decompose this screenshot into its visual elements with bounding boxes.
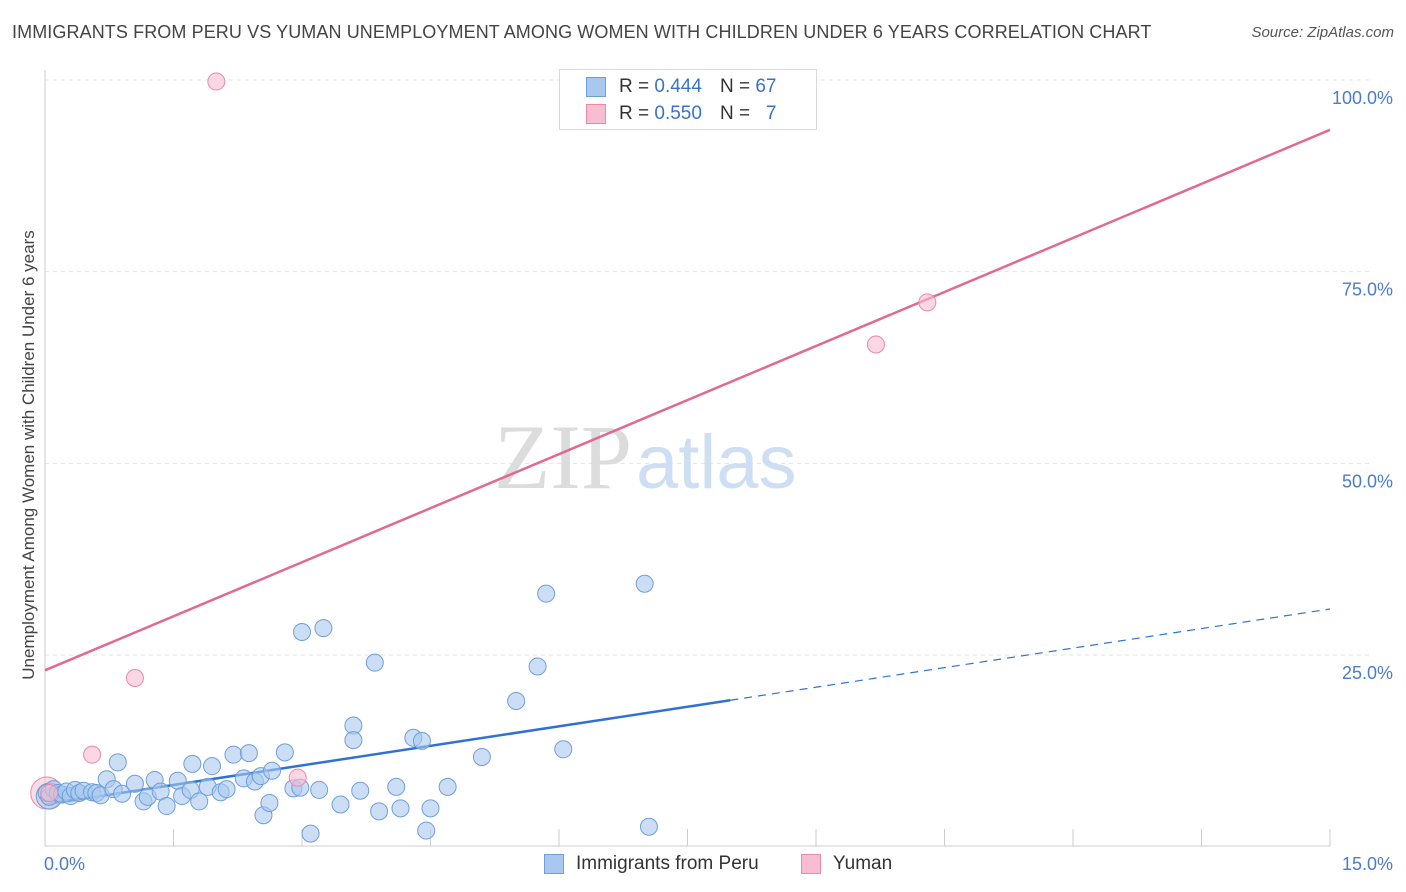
data-point-peru [275,743,294,762]
bottom-legend-peru: Immigrants from Peru [544,852,759,876]
data-point-peru [387,777,406,796]
bottom-legend-label: Yuman [833,853,893,874]
data-point-peru [331,795,350,814]
data-point-yuman [288,768,307,787]
data-point-peru [293,623,311,641]
data-point-peru [125,774,144,793]
y-tick-label: 75.0% [1342,280,1393,300]
data-point-peru [639,817,658,836]
legend-n-label: N = [719,103,751,124]
legend-r-value: 0.444 [654,76,702,97]
y-tick-label: 25.0% [1342,663,1393,683]
data-point-peru [537,584,556,603]
legend-swatch-blue [586,77,606,97]
bottom-legend-yuman: Yuman [801,852,892,876]
axes [44,70,1331,847]
data-point-peru [217,780,236,799]
legend-n-value: 67 [755,76,777,97]
data-point-peru [507,692,526,710]
data-point-peru [370,802,389,821]
data-point-peru [108,753,127,772]
x-tick-label: 15.0% [1342,854,1393,874]
bottom-legend-swatch-pink [801,854,821,874]
data-point-peru [224,745,243,764]
data-point-peru [528,657,547,676]
legend-r-label: R = [619,103,650,124]
data-point-yuman [207,72,226,91]
correlation-legend: R = 0.444 N = 67 R = 0.550 N = 7 [559,69,817,130]
legend-n-label: N = [719,76,751,97]
data-point-peru [113,784,132,803]
data-point-peru [310,780,329,799]
watermark-atlas: atlas [636,420,797,505]
legend-n-value: 7 [765,103,777,124]
data-point-peru [263,761,282,780]
data-point-peru [344,731,363,750]
legend-row-yuman: R = 0.550 N = 7 [586,103,776,125]
legend-row-peru: R = 0.444 N = 67 [586,76,776,98]
data-point-yuman [83,745,102,764]
data-point-peru [417,821,436,840]
data-point-peru [438,777,457,796]
y-tick-label: 50.0% [1342,471,1393,491]
data-point-peru [183,754,202,773]
data-point-peru [554,740,573,759]
trend-line-yuman [44,128,1331,672]
data-point-yuman [125,669,144,687]
data-point-peru [157,797,176,816]
legend-r-value: 0.550 [654,103,702,124]
data-point-peru [239,744,258,763]
data-point-peru [351,781,370,800]
bottom-legend-swatch-blue [544,854,564,874]
data-point-peru [635,574,654,593]
watermark: ZIP atlas [494,406,797,508]
y-tick-label: 100.0% [1332,88,1393,108]
data-point-peru [190,792,209,811]
data-point-peru [412,731,431,750]
data-point-peru [421,799,440,818]
data-point-peru [472,747,491,766]
bottom-legend-label: Immigrants from Peru [576,853,759,874]
legend-swatch-pink [586,104,606,124]
data-point-yuman [918,293,937,312]
watermark-zip: ZIP [494,406,632,508]
data-point-yuman [866,335,885,354]
data-point-peru [365,653,384,672]
trend-line-peru-extrapolated [730,608,1331,701]
data-point-peru [260,793,279,812]
source-credit: Source: ZipAtlas.com [1251,24,1394,41]
tick-labels: 25.0% 50.0% 75.0% 100.0% 0.0% 15.0% [44,88,1393,874]
data-point-peru [203,757,222,776]
data-point-peru [314,619,333,638]
data-point-yuman [40,784,59,802]
data-points [30,72,937,843]
data-point-peru [301,824,320,843]
y-axis-label: Unemployment Among Women with Children U… [19,230,38,679]
data-point-peru [391,799,410,818]
grid-lines [45,79,1370,656]
x-tick-label: 0.0% [44,854,85,874]
chart-title: IMMIGRANTS FROM PERU VS YUMAN UNEMPLOYME… [12,22,1152,42]
legend-r-label: R = [619,76,650,97]
